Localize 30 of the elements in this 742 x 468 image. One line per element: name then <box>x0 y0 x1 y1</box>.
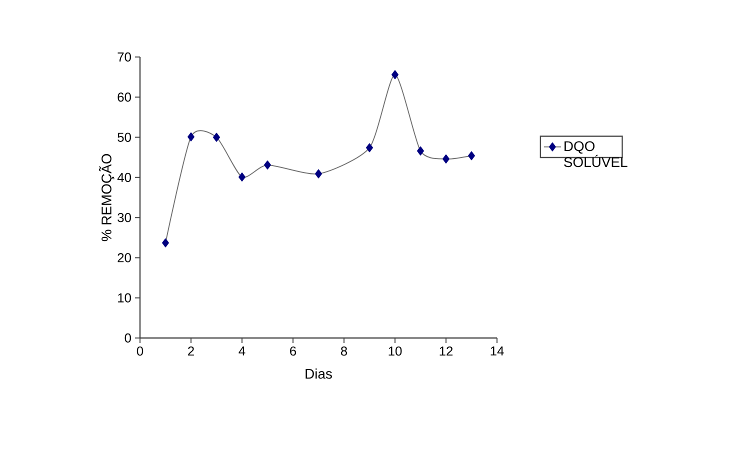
y-tick-label: 40 <box>117 172 131 182</box>
x-tick-label: 0 <box>136 346 144 356</box>
point <box>366 143 373 152</box>
x-tick-label: 4 <box>238 346 246 356</box>
x-tick-label: 14 <box>490 346 504 356</box>
point <box>188 132 194 142</box>
y-tick-label: 70 <box>118 52 131 62</box>
y-tick-label: 0 <box>124 333 131 343</box>
x-axis-title: Dias <box>306 368 332 379</box>
y-tick-label: 10 <box>118 293 131 302</box>
point <box>442 154 450 164</box>
y-axis-title: % REMOÇÃO <box>99 154 114 242</box>
x-tick-label: 12 <box>440 346 453 356</box>
point <box>417 146 424 156</box>
point <box>264 160 271 170</box>
point <box>213 132 220 142</box>
point <box>392 70 398 80</box>
y-tick-label: 50 <box>118 132 131 142</box>
point <box>468 151 475 160</box>
x-tick-label: 8 <box>340 346 348 356</box>
legend-label: DQO SOLÚVEL <box>564 141 628 168</box>
x-tick-label: 2 <box>188 346 194 356</box>
y-tick-label: 30 <box>118 212 131 222</box>
point <box>238 172 246 182</box>
x-tick-label: 10 <box>388 346 402 356</box>
point <box>162 238 169 248</box>
y-tick-label: 60 <box>118 92 131 102</box>
y-tick-label: 20 <box>118 253 131 262</box>
x-tick-label: 6 <box>290 346 296 356</box>
point <box>315 169 322 178</box>
